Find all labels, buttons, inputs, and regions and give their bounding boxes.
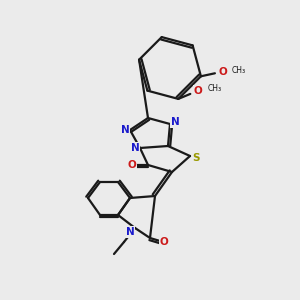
- Text: N: N: [130, 143, 140, 153]
- Text: CH₃: CH₃: [207, 84, 221, 93]
- Text: O: O: [128, 160, 136, 170]
- Text: O: O: [218, 67, 227, 77]
- Text: N: N: [126, 227, 134, 237]
- Text: O: O: [160, 237, 168, 247]
- Text: N: N: [171, 117, 179, 127]
- Text: S: S: [192, 153, 200, 163]
- Text: CH₃: CH₃: [232, 66, 246, 75]
- Text: O: O: [194, 86, 203, 96]
- Text: N: N: [121, 125, 129, 135]
